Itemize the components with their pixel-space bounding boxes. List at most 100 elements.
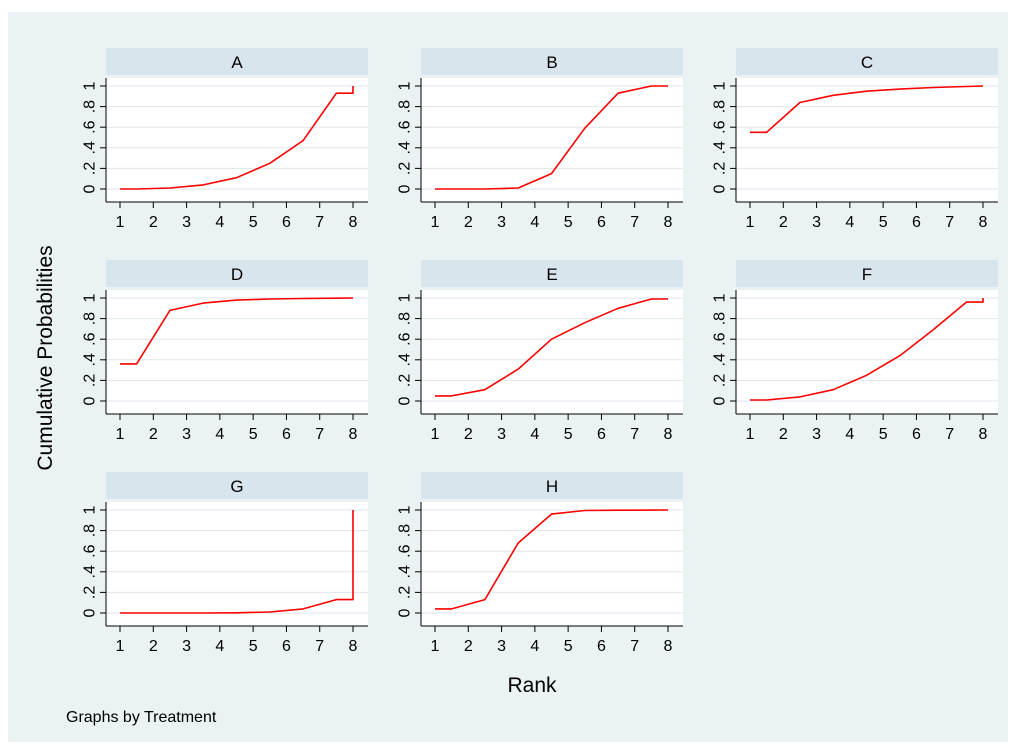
panel-d: D 0 .2 .4 .6 .8 1 1 2 3 4 5 6 7 8 [82,260,368,443]
y-tick-label: .8 [82,524,99,537]
y-tick-label: 1 [397,505,414,514]
series-line [435,85,668,190]
x-tick-label: 5 [564,426,573,443]
plot-area [736,290,998,414]
y-tick-label: .8 [397,100,414,113]
panel-h: H 0 .2 .4 .6 .8 1 1 2 3 4 5 6 7 8 [397,472,683,655]
panel-title: F [862,265,872,284]
x-tick-label: 3 [812,214,821,231]
x-tick-label: 2 [464,426,473,443]
x-tick-label: 3 [497,426,506,443]
plot-area [106,502,368,626]
panel-header [421,472,683,499]
y-tick-label: .2 [712,374,729,387]
x-tick-label: 7 [315,426,324,443]
x-tick-label: 6 [282,214,291,231]
y-tick-label: .4 [397,141,414,154]
y-tick-label: 1 [712,293,729,302]
x-tick-label: 7 [945,426,954,443]
x-tick-label: 4 [530,638,539,655]
panel-title: A [231,53,243,72]
x-tick-label: 5 [249,214,258,231]
panel-grid: A 0 .2 .4 .6 .8 1 1 2 3 4 5 6 7 8 B 0 .2 .4 .6 .8 1 1 2 3 4 5 6 7 8 C 0… [82,48,998,655]
series-line [750,298,984,401]
x-tick-label: 4 [530,214,539,231]
x-tick-label: 5 [564,214,573,231]
y-tick-label: .2 [82,374,99,387]
y-tick-label: 0 [712,184,729,193]
series-line [120,510,354,614]
panel-header [421,48,683,75]
x-tick-label: 8 [349,638,358,655]
x-tick-label: 7 [630,214,639,231]
y-axis-label: Cumulative Probabilities [34,245,57,470]
x-tick-label: 8 [979,214,988,231]
y-tick-label: .4 [712,353,729,366]
x-tick-label: 6 [282,638,291,655]
y-tick-label: 1 [397,81,414,90]
x-tick-label: 8 [664,638,673,655]
x-tick-label: 2 [779,214,788,231]
x-tick-label: 8 [349,214,358,231]
x-tick-label: 5 [564,638,573,655]
plot-area [106,290,368,414]
y-tick-label: .6 [712,120,729,133]
panel-header [736,48,998,75]
x-tick-label: 5 [249,426,258,443]
y-tick-label: .4 [397,565,414,578]
x-tick-label: 7 [315,638,324,655]
figure-note: Graphs by Treatment [66,709,217,726]
x-tick-label: 7 [630,638,639,655]
x-tick-label: 3 [812,426,821,443]
y-tick-label: .2 [397,374,414,387]
plot-area [421,502,683,626]
panel-header [106,260,368,287]
x-tick-label: 4 [845,426,854,443]
y-tick-label: .8 [82,100,99,113]
x-tick-label: 5 [249,638,258,655]
panel-title: H [546,477,558,496]
x-tick-label: 8 [349,426,358,443]
x-tick-label: 2 [779,426,788,443]
y-tick-label: .2 [397,586,414,599]
x-tick-label: 3 [497,214,506,231]
x-tick-label: 7 [315,214,324,231]
panel-g: G 0 .2 .4 .6 .8 1 1 2 3 4 5 6 7 8 [82,472,368,655]
x-tick-label: 1 [116,426,125,443]
panel-header [106,472,368,499]
x-tick-label: 6 [912,214,921,231]
y-tick-label: 0 [712,396,729,405]
y-tick-label: 1 [82,81,99,90]
y-tick-label: .8 [712,100,729,113]
x-tick-label: 2 [149,426,158,443]
series-line [750,85,984,134]
panel-f: F 0 .2 .4 .6 .8 1 1 2 3 4 5 6 7 8 [712,260,998,443]
x-tick-label: 1 [116,638,125,655]
x-tick-label: 5 [879,426,888,443]
x-tick-label: 6 [597,426,606,443]
x-tick-label: 1 [116,214,125,231]
x-tick-label: 1 [431,638,440,655]
panel-title: B [546,53,557,72]
panel-a: A 0 .2 .4 .6 .8 1 1 2 3 4 5 6 7 8 [82,48,368,231]
y-tick-label: 0 [397,396,414,405]
x-tick-label: 1 [746,426,755,443]
x-tick-label: 7 [945,214,954,231]
y-tick-label: .4 [82,353,99,366]
y-tick-label: .8 [397,312,414,325]
panel-title: E [546,265,557,284]
y-tick-label: .8 [82,312,99,325]
x-axis-label: Rank [507,674,557,697]
y-tick-label: .8 [712,312,729,325]
x-tick-label: 4 [215,638,224,655]
y-tick-label: 1 [82,505,99,514]
y-tick-label: 0 [82,184,99,193]
panel-e: E 0 .2 .4 .6 .8 1 1 2 3 4 5 6 7 8 [397,260,683,443]
x-tick-label: 2 [149,638,158,655]
y-tick-label: .4 [712,141,729,154]
y-tick-label: .6 [397,120,414,133]
panel-title: D [231,265,243,284]
y-tick-label: 0 [82,608,99,617]
y-tick-label: 1 [712,81,729,90]
x-tick-label: 2 [464,638,473,655]
